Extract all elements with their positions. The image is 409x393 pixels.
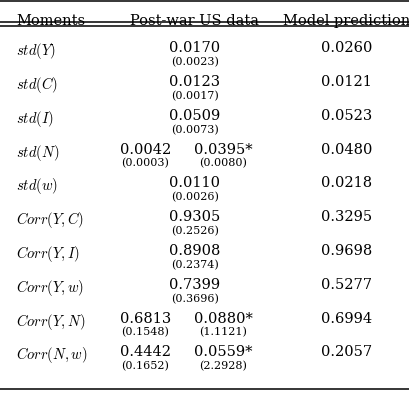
Text: 0.5277: 0.5277 xyxy=(320,278,371,292)
Text: 0.7399: 0.7399 xyxy=(169,278,220,292)
Text: $std(I)$: $std(I)$ xyxy=(16,109,54,129)
Text: 0.0110: 0.0110 xyxy=(169,176,220,191)
Text: (0.2526): (0.2526) xyxy=(171,226,218,236)
Text: 0.0260: 0.0260 xyxy=(320,41,371,55)
Text: 0.3295: 0.3295 xyxy=(320,210,371,224)
Text: $Corr(N,w)$: $Corr(N,w)$ xyxy=(16,345,88,365)
Text: (0.0026): (0.0026) xyxy=(171,192,218,202)
Text: $Corr(Y,I)$: $Corr(Y,I)$ xyxy=(16,244,80,264)
Text: 0.9305: 0.9305 xyxy=(169,210,220,224)
Text: (0.0003): (0.0003) xyxy=(121,158,169,169)
Text: (1.1121): (1.1121) xyxy=(199,327,247,338)
Text: (0.0017): (0.0017) xyxy=(171,91,218,101)
Text: 0.0170: 0.0170 xyxy=(169,41,220,55)
Text: 0.0509: 0.0509 xyxy=(169,109,220,123)
Text: $std(N)$: $std(N)$ xyxy=(16,143,60,163)
Text: Model prediction: Model prediction xyxy=(282,14,409,28)
Text: 0.0123: 0.0123 xyxy=(169,75,220,89)
Text: $std(w)$: $std(w)$ xyxy=(16,176,58,196)
Text: 0.2057: 0.2057 xyxy=(320,345,371,360)
Text: $Corr(Y,N)$: $Corr(Y,N)$ xyxy=(16,312,85,332)
Text: 0.0218: 0.0218 xyxy=(320,176,371,191)
Text: (0.0080): (0.0080) xyxy=(199,158,247,169)
Text: (0.0073): (0.0073) xyxy=(171,125,218,135)
Text: 0.8908: 0.8908 xyxy=(169,244,220,258)
Text: 0.9698: 0.9698 xyxy=(320,244,371,258)
Text: 0.6994: 0.6994 xyxy=(320,312,371,326)
Text: 0.6813: 0.6813 xyxy=(120,312,171,326)
Text: (0.1548): (0.1548) xyxy=(121,327,169,338)
Text: $std(C)$: $std(C)$ xyxy=(16,75,58,95)
Text: (0.0023): (0.0023) xyxy=(171,57,218,67)
Text: $Corr(Y,w)$: $Corr(Y,w)$ xyxy=(16,278,84,298)
Text: 0.0523: 0.0523 xyxy=(320,109,371,123)
Text: Post-war US data: Post-war US data xyxy=(130,14,258,28)
Text: 0.0121: 0.0121 xyxy=(320,75,371,89)
Text: 0.0480: 0.0480 xyxy=(320,143,371,157)
Text: (0.2374): (0.2374) xyxy=(171,260,218,270)
Text: Moments: Moments xyxy=(16,14,85,28)
Text: 0.0042: 0.0042 xyxy=(120,143,171,157)
Text: (0.3696): (0.3696) xyxy=(171,294,218,304)
Text: $std(Y)$: $std(Y)$ xyxy=(16,41,56,61)
Text: (0.1652): (0.1652) xyxy=(121,361,169,371)
Text: $Corr(Y,C)$: $Corr(Y,C)$ xyxy=(16,210,84,230)
Text: (2.2928): (2.2928) xyxy=(199,361,247,371)
Text: 0.0559*: 0.0559* xyxy=(194,345,252,360)
Text: 0.0395*: 0.0395* xyxy=(194,143,252,157)
Text: 0.0880*: 0.0880* xyxy=(193,312,252,326)
Text: 0.4442: 0.4442 xyxy=(120,345,171,360)
